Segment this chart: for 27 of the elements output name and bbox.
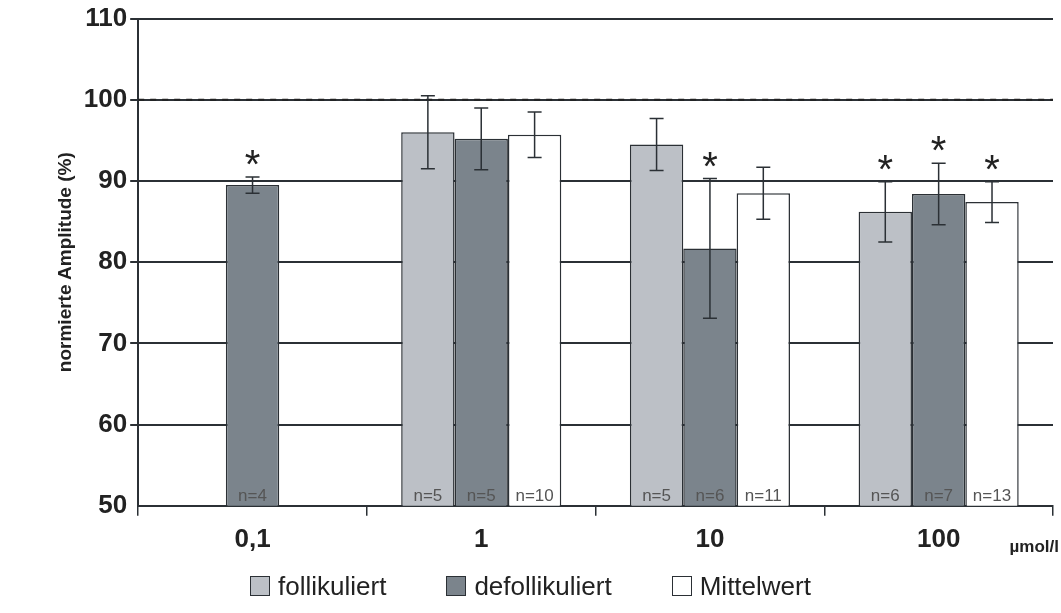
x-tick-label: 0,1 [234,522,271,553]
y-tick-label: 50 [98,488,128,519]
legend-label: follikuliert [278,570,387,602]
annotation: n=10 [515,485,554,505]
y-tick-label: 80 [98,245,128,276]
y-tick-label: 70 [98,326,128,357]
annotation: n=11 [744,485,782,505]
annotation: * [877,146,894,191]
y-tick-label: 60 [98,407,128,438]
x-axis-title: µmol/l [1009,537,1059,557]
y-tick-label: 100 [83,82,128,113]
y-axis-title: normierte Amplitude (%) [53,152,75,373]
annotation: * [244,141,261,186]
annotation: n=5 [413,485,443,505]
legend-label: defollikuliert [474,570,612,602]
x-tick-label: 1 [474,522,489,553]
annotation: n=5 [642,485,671,505]
annotation: * [930,128,947,173]
y-tick-label: 90 [98,164,128,195]
annotation: n=13 [972,485,1012,505]
series-label: Mittelwert [699,570,811,602]
annotation: * [702,143,718,188]
x-tick-label: 100 [916,522,961,553]
x-tick-label: 10 [695,522,725,553]
y-tick-label: 110 [85,1,128,32]
annotation: * [984,146,1000,191]
annotation: n=6 [870,485,900,505]
